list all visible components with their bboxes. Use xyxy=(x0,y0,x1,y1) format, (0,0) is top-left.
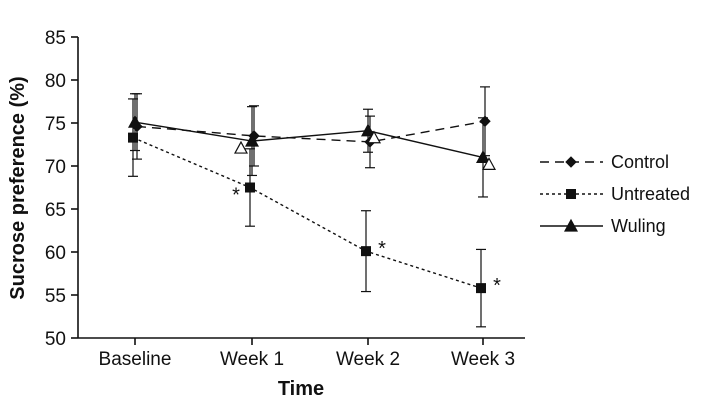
legend-item-control: Control xyxy=(540,152,669,172)
significance-asterisk: * xyxy=(232,185,240,207)
data-point-wuling xyxy=(360,123,376,137)
y-tick-label: 85 xyxy=(45,28,66,49)
significance-asterisk: * xyxy=(493,275,501,297)
y-axis-title: Sucrose preference (%) xyxy=(7,76,29,299)
legend-item-wuling: Wuling xyxy=(540,216,666,236)
y-tick-label: 70 xyxy=(45,157,66,178)
data-point-untreated xyxy=(476,283,486,294)
y-tick-label: 55 xyxy=(45,286,66,307)
hollow-triangle-marker xyxy=(366,130,382,144)
data-point-wuling xyxy=(244,133,260,147)
x-axis-title: Time xyxy=(278,378,324,400)
data-point-untreated xyxy=(361,246,371,257)
data-point-wuling xyxy=(127,114,143,128)
x-tick-label: Week 2 xyxy=(336,349,400,370)
legend-marker xyxy=(565,156,577,168)
series-wuling xyxy=(127,93,491,198)
axes: 50 55 60 65 70 75 80 85 Baseline Week 1 Week 2 Week… xyxy=(45,28,525,370)
x-tick-label: Baseline xyxy=(99,349,172,370)
legend-label: Wuling xyxy=(611,216,666,236)
data-point-untreated xyxy=(128,132,138,143)
legend: Control Untreated Wuling xyxy=(540,152,690,236)
data-point-untreated xyxy=(245,182,255,193)
legend-marker xyxy=(566,189,576,199)
series-layer: * * * xyxy=(127,86,501,328)
y-tick-label: 65 xyxy=(45,200,66,221)
legend-label: Untreated xyxy=(611,184,690,204)
significance-asterisk: * xyxy=(378,238,386,260)
series-line-untreated xyxy=(132,136,482,289)
y-tick-label: 80 xyxy=(45,71,66,92)
x-tick-label: Week 3 xyxy=(451,349,515,370)
legend-marker xyxy=(563,218,579,232)
legend-item-untreated: Untreated xyxy=(540,184,690,204)
series-control xyxy=(131,86,491,169)
y-tick-label: 75 xyxy=(45,114,66,135)
series-untreated xyxy=(128,98,486,328)
hollow-triangle-marker xyxy=(233,140,249,154)
y-tick-label: 50 xyxy=(45,329,66,350)
data-point-wuling xyxy=(475,150,491,163)
legend-label: Control xyxy=(611,152,669,172)
y-tick-label: 60 xyxy=(45,243,66,264)
series-line-wuling xyxy=(134,121,484,159)
x-tick-label: Week 1 xyxy=(220,349,284,370)
hollow-triangle-marker xyxy=(481,157,497,170)
series-line-control xyxy=(136,120,486,143)
